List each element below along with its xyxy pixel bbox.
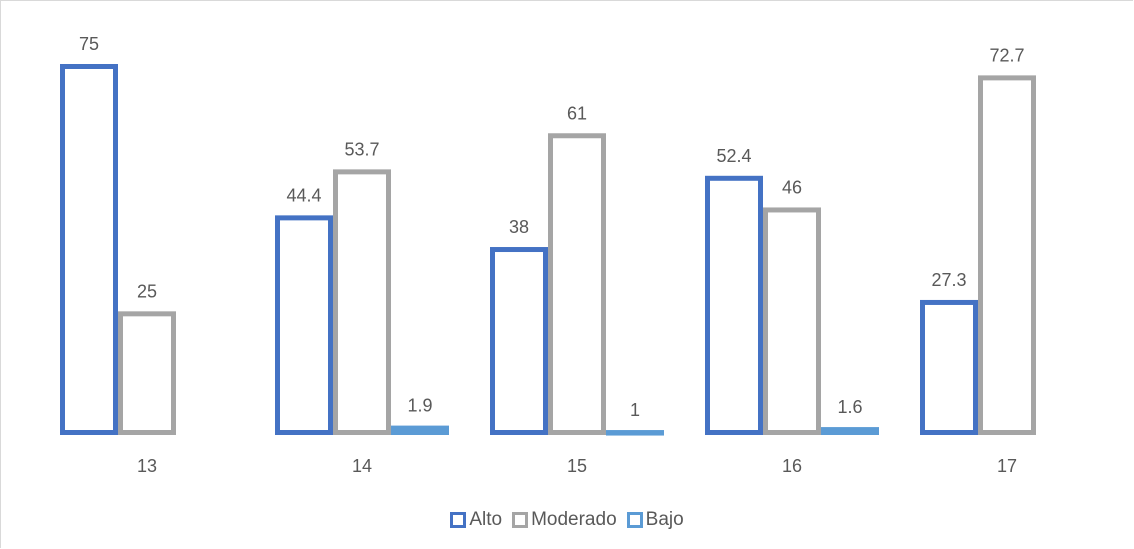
- data-label-moderado-16: 46: [782, 177, 802, 197]
- data-label-moderado-13: 25: [137, 281, 157, 301]
- bar-alto-14: [275, 215, 333, 435]
- data-label-alto-15: 38: [509, 217, 529, 237]
- bar-bajo-16: [821, 427, 879, 435]
- data-label-moderado-17: 72.7: [989, 45, 1024, 65]
- bar-moderado-17: [978, 75, 1036, 436]
- legend-item-moderado: Moderado: [512, 509, 617, 531]
- data-label-alto-14: 44.4: [286, 185, 321, 205]
- bar-alto-16: [705, 175, 763, 435]
- bar-bajo-14: [391, 425, 449, 435]
- x-tick-label-15: 15: [567, 456, 587, 476]
- data-label-moderado-14: 53.7: [344, 139, 379, 159]
- bar-moderado-15: [548, 133, 606, 435]
- chart-legend: Alto Moderado Bajo: [0, 509, 1134, 531]
- data-label-moderado-15: 61: [567, 103, 587, 123]
- bar-alto-15: [490, 247, 548, 435]
- data-label-alto-13: 75: [79, 34, 99, 54]
- bar-moderado-14: [333, 169, 391, 435]
- data-label-alto-16: 52.4: [716, 146, 751, 166]
- x-tick-label-17: 17: [997, 456, 1017, 476]
- bar-alto-17: [920, 299, 978, 435]
- x-tick-label-14: 14: [352, 456, 372, 476]
- legend-label-alto: Alto: [469, 509, 503, 530]
- data-label-bajo-16: 1.6: [837, 397, 862, 417]
- legend-label-moderado: Moderado: [531, 509, 617, 530]
- data-label-bajo-15: 1: [630, 400, 640, 420]
- legend-swatch-moderado: [512, 512, 529, 528]
- legend-swatch-alto: [450, 512, 467, 528]
- bar-moderado-13: [118, 311, 176, 436]
- x-tick-label-16: 16: [782, 456, 802, 476]
- bar-bajo-15: [606, 430, 664, 436]
- bar-alto-13: [60, 64, 118, 435]
- x-tick-label-13: 13: [137, 456, 157, 476]
- legend-label-bajo: Bajo: [645, 509, 684, 530]
- legend-item-alto: Alto: [450, 509, 502, 531]
- legend-swatch-bajo: [626, 512, 643, 528]
- bar-moderado-16: [763, 207, 821, 435]
- legend-item-bajo: Bajo: [626, 509, 684, 531]
- data-label-bajo-14: 1.9: [407, 396, 432, 416]
- data-label-alto-17: 27.3: [931, 270, 966, 290]
